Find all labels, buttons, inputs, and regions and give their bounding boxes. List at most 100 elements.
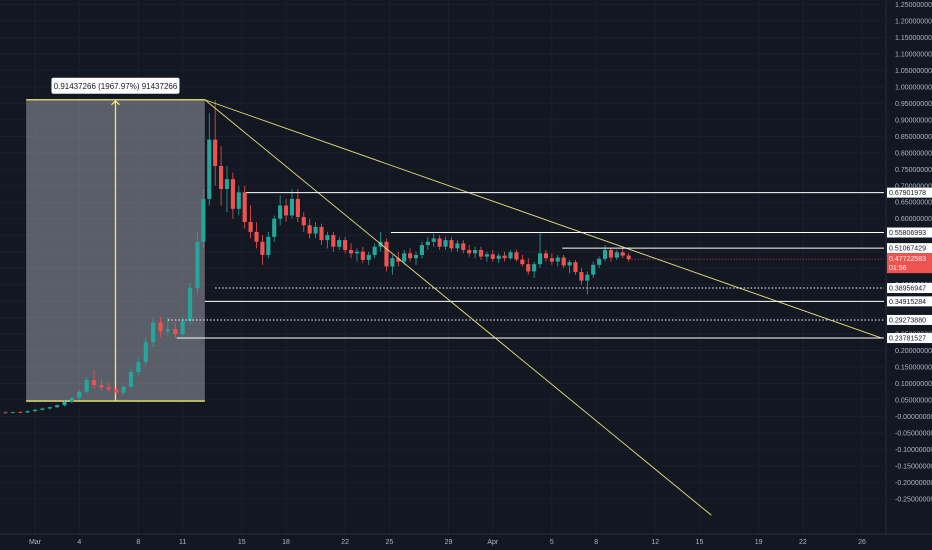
y-tick-label: 0.65000000 [895,200,932,207]
y-tick-label: -0.20000000 [895,480,932,487]
level-price-badge [887,314,932,325]
candle [496,253,501,264]
x-tick-label: 26 [858,539,866,546]
candle-body [331,235,336,247]
x-tick-label: 25 [386,539,394,546]
candle-body [425,241,430,246]
y-tick-label: -0.25000000 [895,496,932,503]
candle-body [579,272,584,281]
level-price-badge [887,243,932,254]
candle [561,254,566,269]
candle [549,253,554,265]
candle [325,231,330,249]
candle [437,235,442,251]
trendlines[interactable] [204,99,882,516]
candle-body [207,139,212,199]
candle [158,316,163,338]
candle-body [461,243,466,251]
candle-body [508,252,513,259]
candle-body [431,238,436,242]
candle-body [325,235,330,241]
candle [165,317,170,336]
candle-body [77,391,82,398]
candle [219,146,224,206]
level-price-label: 0.38956947 [889,286,926,293]
y-tick-label: 0.60000000 [895,216,932,223]
candle [77,390,82,400]
candle [591,261,596,279]
measure-arrow-head-icon [111,99,120,106]
candle [84,376,89,394]
candle [283,198,289,222]
candle [597,256,602,269]
candle [419,241,424,259]
candle-body [614,252,619,258]
x-axis[interactable]: Mar 4 8 11 15 18 22 25 29 Apr 5 8 12 15 19 22 26 [0,533,932,546]
y-tick-label: 0.75000000 [895,167,932,174]
x-tick-label: 18 [282,539,290,546]
candle [608,248,614,262]
candle-body [266,236,271,255]
grid [0,0,884,534]
candle [366,251,371,265]
candle-body [40,408,45,410]
candle [180,317,185,336]
candle [213,100,218,186]
candle [543,250,549,262]
candle-body [437,238,442,247]
candle-body [520,259,525,265]
candle [537,231,543,269]
x-tick-label: 5 [550,539,554,546]
candle [348,243,354,259]
candle [25,410,30,414]
candle-body [390,258,395,267]
y-axis[interactable]: 1.25000000 1.20000000 1.15000000 1.10000000… [885,0,932,534]
y-tick-label: 1.25000000 [895,2,932,9]
candle-body [99,385,104,388]
measure-tool[interactable]: 0.91437266 (1967.97%) 91437266 [26,77,205,402]
y-tick-label: 1.10000000 [895,51,932,58]
candle-body [413,254,419,259]
x-tick-label: 22 [341,539,349,546]
candle-body [84,380,89,392]
candle-body [496,255,501,259]
y-tick-label: 1.00000000 [895,84,932,91]
candle [555,254,560,267]
level-price-badge [887,227,932,238]
price-labels: 0.67901978 0.55806993 0.51067429 0.38956947… [628,187,932,344]
candle-body [396,258,401,262]
candle-body [69,397,74,402]
y-tick-label: 1.15000000 [895,35,932,42]
candle [502,251,507,262]
candle [307,218,312,239]
y-tick-label: 0.85000000 [895,134,932,141]
candle-body [260,241,265,255]
x-tick-label: 12 [651,539,659,546]
candle-body [289,198,295,216]
candle-body [219,165,224,190]
level-price-badge [887,283,932,294]
candle-body [602,250,608,259]
level-price-badge [887,333,932,344]
candle-body [537,253,543,265]
candle-body [158,322,163,332]
horizontal-levels[interactable] [167,192,884,339]
candle [201,189,206,249]
candle [173,323,178,338]
candle [384,238,389,272]
candle-body [408,253,413,259]
trendline[interactable] [204,99,712,516]
candle [143,337,148,366]
candle [207,113,212,206]
candle [372,243,377,259]
candle [18,411,23,413]
candle-body [272,218,277,237]
candle-body [502,255,507,259]
candle-body [532,264,537,272]
candle-body [187,287,193,321]
candle-body [92,380,97,386]
trendline[interactable] [204,99,882,339]
candle [254,221,259,249]
candle [10,411,15,414]
